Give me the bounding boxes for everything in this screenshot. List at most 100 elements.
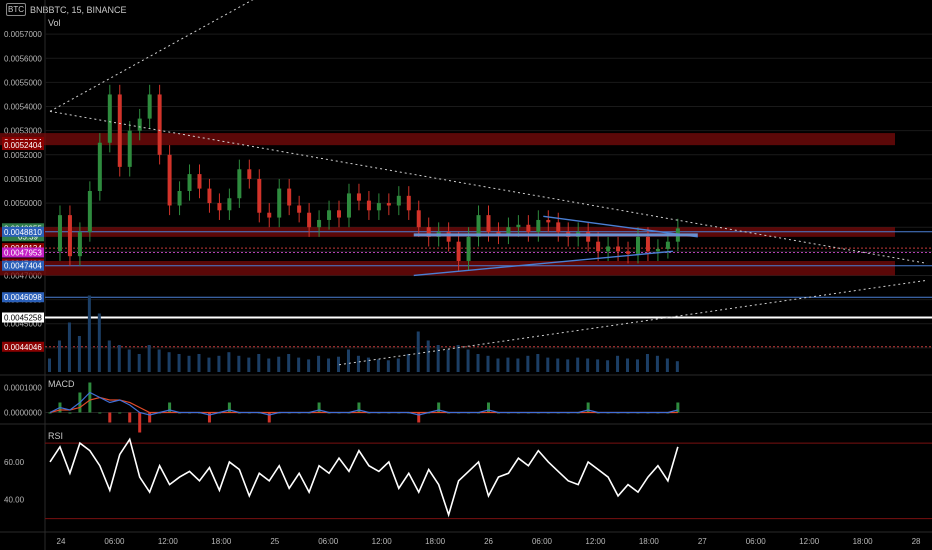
candle-body bbox=[416, 210, 421, 228]
volume-bar bbox=[526, 355, 530, 372]
x-tick-label: 12:00 bbox=[372, 537, 393, 546]
candle-body bbox=[117, 94, 122, 167]
candle-body bbox=[337, 210, 342, 218]
candle-body bbox=[207, 188, 212, 204]
volume-bar bbox=[117, 345, 121, 372]
candle-body bbox=[187, 174, 192, 191]
volume-bar bbox=[476, 354, 480, 372]
candle-body bbox=[107, 94, 112, 143]
volume-bar bbox=[366, 357, 370, 372]
volume-bar bbox=[376, 359, 380, 372]
volume-bar bbox=[446, 349, 450, 372]
x-tick-label: 06:00 bbox=[104, 537, 125, 546]
volume-bar bbox=[665, 358, 669, 372]
candle-body bbox=[366, 200, 371, 211]
candle-body bbox=[57, 215, 62, 252]
candle-body bbox=[167, 154, 172, 206]
macd-histogram-bar bbox=[487, 402, 490, 413]
trend-line bbox=[49, 0, 254, 112]
candle-body bbox=[516, 224, 521, 228]
volume-bar bbox=[516, 358, 520, 372]
candle-body bbox=[526, 224, 531, 233]
volume-bar bbox=[217, 355, 221, 372]
price-label-value: 0.0047404 bbox=[4, 262, 42, 271]
candle-body bbox=[655, 248, 660, 252]
volume-bar bbox=[187, 355, 191, 372]
candle-body bbox=[635, 236, 640, 254]
resistance-zone bbox=[0, 260, 895, 276]
symbol-title: BNBBTC, 15, BINANCE bbox=[30, 5, 127, 15]
price-label-value: 0.0047953 bbox=[4, 248, 42, 257]
x-tick-label: 12:00 bbox=[799, 537, 820, 546]
volume-bar bbox=[317, 355, 321, 372]
x-tick-label: 28 bbox=[912, 537, 921, 546]
x-tick-label: 24 bbox=[57, 537, 66, 546]
volume-label: Vol bbox=[48, 18, 61, 28]
volume-bar bbox=[486, 355, 490, 372]
candle-body bbox=[346, 193, 351, 218]
volume-bar bbox=[616, 355, 620, 372]
candle-body bbox=[466, 236, 471, 261]
trend-line bbox=[338, 279, 928, 366]
candle-body bbox=[67, 215, 72, 257]
candle-body bbox=[77, 232, 82, 257]
volume-bar bbox=[267, 358, 271, 372]
volume-bar bbox=[127, 349, 131, 372]
volume-bar bbox=[596, 359, 600, 372]
volume-bar bbox=[327, 358, 331, 372]
macd-histogram-bar bbox=[88, 382, 92, 413]
x-tick-label: 06:00 bbox=[746, 537, 767, 546]
candle-body bbox=[486, 215, 491, 233]
price-label-tag bbox=[2, 260, 44, 271]
candle-body bbox=[297, 205, 302, 213]
candle-body bbox=[247, 169, 252, 179]
x-tick-label: 12:00 bbox=[158, 537, 179, 546]
rsi-tick-label: 60.00 bbox=[4, 458, 25, 467]
macd-line bbox=[49, 391, 678, 416]
macd-histogram-bar bbox=[98, 412, 102, 414]
candle-body bbox=[87, 191, 92, 233]
candle-body bbox=[586, 232, 591, 242]
volume-bar bbox=[645, 354, 649, 372]
rsi-line bbox=[49, 437, 679, 518]
macd-histogram-bar bbox=[168, 402, 172, 413]
macd-histogram-bar bbox=[48, 412, 52, 414]
trend-line bbox=[413, 250, 673, 277]
rsi-tick-label: 40.00 bbox=[4, 496, 25, 505]
volume-bar bbox=[416, 331, 420, 372]
x-tick-label: 18:00 bbox=[853, 537, 874, 546]
candle-body bbox=[506, 227, 511, 235]
volume-bar bbox=[57, 340, 61, 372]
volume-bar bbox=[297, 357, 301, 372]
price-label-value: 0.0045258 bbox=[4, 314, 42, 323]
volume-bar bbox=[536, 354, 540, 372]
macd-signal-line bbox=[49, 396, 678, 414]
candle-body bbox=[237, 169, 242, 199]
volume-bar bbox=[167, 352, 171, 372]
macd-histogram-bar bbox=[128, 412, 132, 423]
price-label-tag bbox=[2, 341, 44, 352]
trend-line bbox=[49, 110, 928, 264]
price-label-value: 0.0046098 bbox=[4, 293, 42, 302]
price-tick-label: 0.0056000 bbox=[4, 54, 42, 63]
volume-bar bbox=[546, 357, 550, 372]
rsi-label: RSI bbox=[48, 431, 64, 441]
price-label-tag bbox=[2, 292, 44, 303]
volume-bar bbox=[67, 322, 71, 372]
price-tick-label: 0.0051000 bbox=[4, 175, 42, 184]
volume-bar bbox=[177, 354, 181, 372]
macd-histogram-bar bbox=[138, 412, 142, 433]
x-tick-label: 25 bbox=[270, 537, 279, 546]
volume-bar bbox=[506, 357, 510, 372]
macd-histogram-bar bbox=[108, 412, 112, 423]
macd-histogram-bar bbox=[417, 412, 421, 423]
volume-bar bbox=[157, 349, 161, 372]
x-tick-label: 18:00 bbox=[211, 537, 232, 546]
candle-body bbox=[645, 236, 650, 252]
candle-body bbox=[665, 241, 670, 249]
price-tick-label: 0.0055000 bbox=[4, 78, 42, 87]
volume-bar bbox=[346, 349, 350, 372]
price-label-value: 0.0044046 bbox=[4, 343, 42, 352]
macd-label: MACD bbox=[48, 379, 75, 389]
